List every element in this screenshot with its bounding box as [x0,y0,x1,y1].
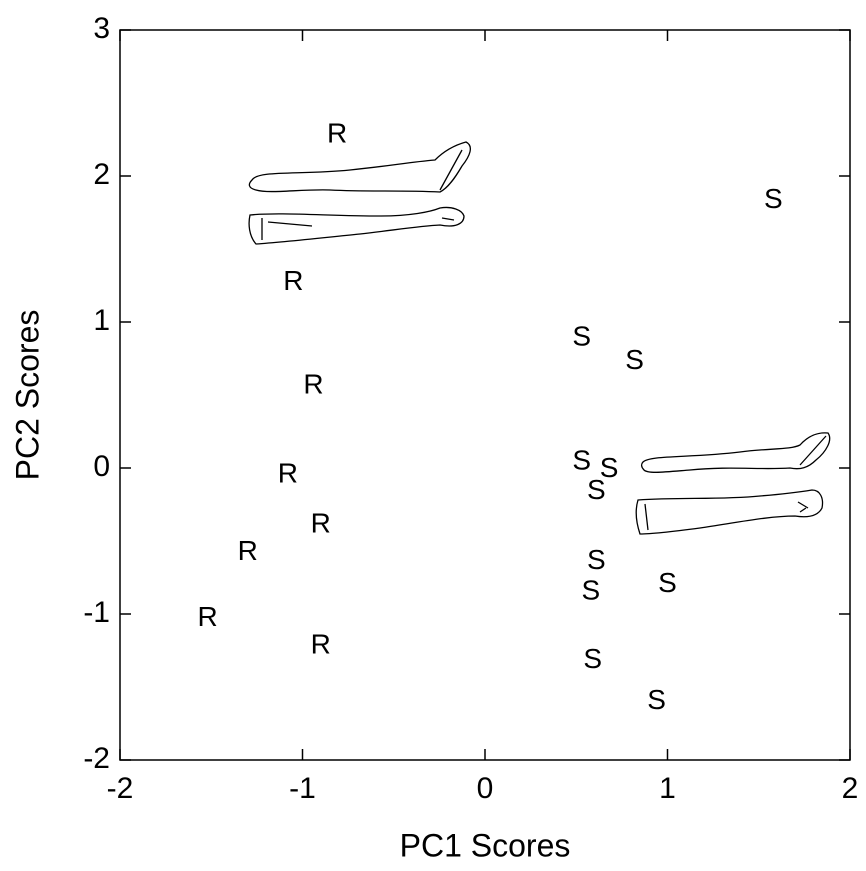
point-marker: S [582,574,601,605]
point-marker: R [327,118,347,149]
point-marker: R [303,369,323,400]
point-marker: S [587,544,606,575]
x-tick-label: 0 [477,772,494,805]
point-marker: S [572,445,591,476]
y-tick-label: -2 [83,742,110,775]
x-tick-label: 1 [659,772,676,805]
point-marker: R [238,535,258,566]
point-marker: S [658,567,677,598]
y-tick-label: 0 [93,450,110,483]
point-marker: R [278,458,298,489]
x-axis-title: PC1 Scores [400,827,571,863]
x-tick-label: 2 [842,772,859,805]
point-marker: R [311,629,331,660]
y-tick-label: -1 [83,596,110,629]
bone-illustration-lower [635,432,831,535]
point-marker: S [583,643,602,674]
point-marker: S [600,452,619,483]
y-tick-label: 3 [93,12,110,45]
point-marker: R [283,265,303,296]
y-axis-title: PC2 Scores [9,310,45,481]
x-tick-label: -2 [107,772,134,805]
bone-illustration-upper [248,141,472,245]
point-marker: S [764,183,783,214]
y-tick-label: 1 [93,304,110,337]
point-marker: S [572,320,591,351]
point-marker: S [587,474,606,505]
y-tick-label: 2 [93,158,110,191]
point-marker: S [625,344,644,375]
plot-frame [119,29,851,761]
point-marker: S [647,684,666,715]
point-marker: R [197,601,217,632]
x-tick-label: -1 [289,772,316,805]
point-marker: R [311,507,331,538]
